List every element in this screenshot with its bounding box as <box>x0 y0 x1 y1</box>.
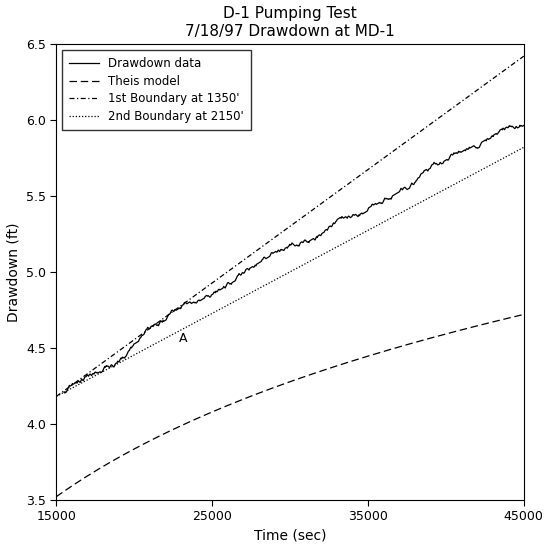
X-axis label: Time (sec): Time (sec) <box>254 529 326 543</box>
Text: A: A <box>179 332 188 345</box>
Legend: Drawdown data, Theis model, 1st Boundary at 1350', 2nd Boundary at 2150': Drawdown data, Theis model, 1st Boundary… <box>62 50 251 130</box>
Y-axis label: Drawdown (ft): Drawdown (ft) <box>6 222 20 322</box>
Title: D-1 Pumping Test
7/18/97 Drawdown at MD-1: D-1 Pumping Test 7/18/97 Drawdown at MD-… <box>185 6 395 38</box>
